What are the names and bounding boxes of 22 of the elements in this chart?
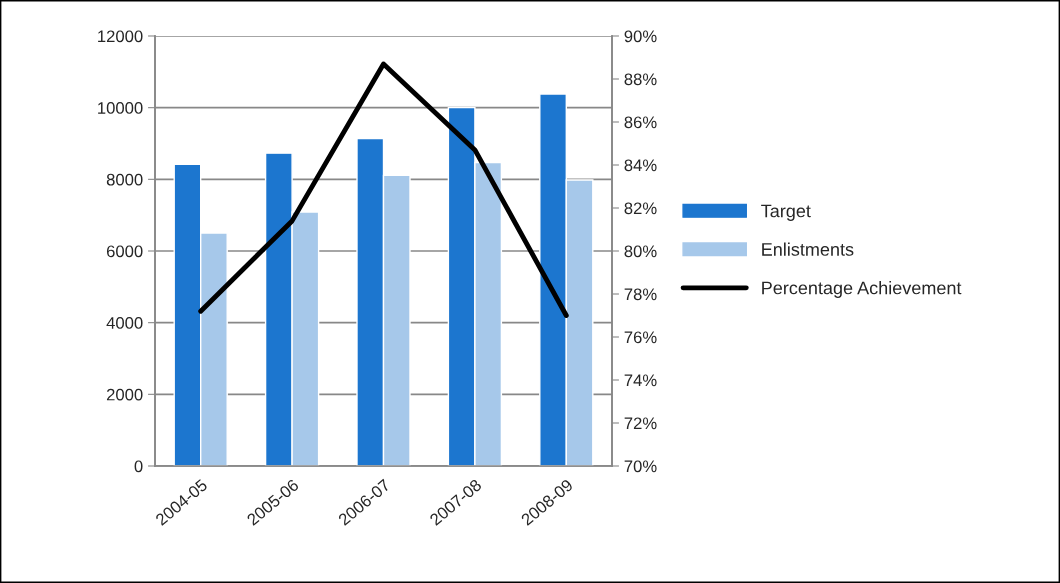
y-tick-label: 8000 — [106, 173, 143, 186]
y-tick-label: 0 — [134, 460, 143, 473]
y-tick-label: 4000 — [106, 317, 143, 329]
legend-label: Enlistments — [762, 242, 854, 256]
y2-tick-label: 76% — [624, 331, 657, 344]
y-tick-label: 10000 — [98, 102, 143, 114]
y2-tick-label: 70% — [624, 460, 657, 473]
y-tick-label: 6000 — [106, 245, 143, 258]
y2-tick-label: 88% — [624, 73, 657, 86]
y-tick-label: 12000 — [98, 30, 143, 43]
legend-label: Percentage Achievement — [762, 281, 962, 298]
y2-tick-label: 78% — [624, 288, 657, 301]
y2-tick-label: 82% — [624, 202, 657, 215]
y-tick-label: 2000 — [106, 388, 143, 401]
y2-tick-label: 86% — [624, 116, 657, 129]
y2-tick-label: 72% — [624, 417, 657, 430]
y2-tick-label: 74% — [624, 374, 657, 387]
y2-tick-label: 90% — [624, 30, 657, 43]
y2-tick-label: 80% — [624, 245, 657, 258]
line-series — [198, 61, 569, 318]
y2-tick-label: 84% — [624, 159, 657, 172]
legend-label: Target — [761, 204, 811, 221]
